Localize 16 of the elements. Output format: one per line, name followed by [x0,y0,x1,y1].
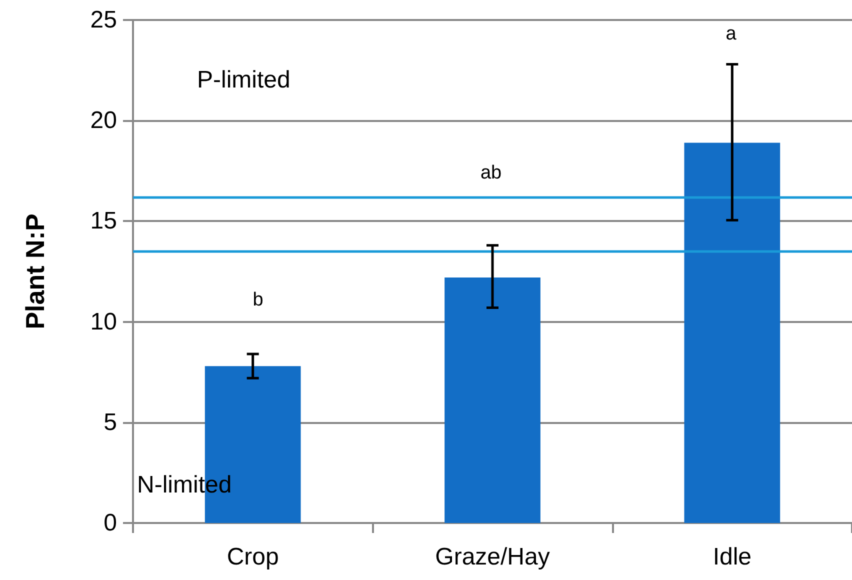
y-tick-label: 0 [104,510,117,536]
x-tick-label: Crop [226,544,279,570]
bar [444,278,540,523]
y-tick-label: 20 [90,107,117,134]
y-tick-label: 25 [90,6,117,34]
x-tick-label: Idle [712,544,752,570]
annotation: ab [480,162,502,184]
annotation: a [726,24,737,44]
y-axis-title: Plant N:P [20,214,50,330]
y-tick-label: 15 [90,208,117,235]
annotation: b [252,290,264,310]
y-tick-label: 10 [90,308,117,336]
bar [684,142,780,523]
x-tick-label: Graze/Hay [435,544,550,570]
y-tick-label: 5 [104,408,117,436]
annotation: P-limited [197,66,290,94]
